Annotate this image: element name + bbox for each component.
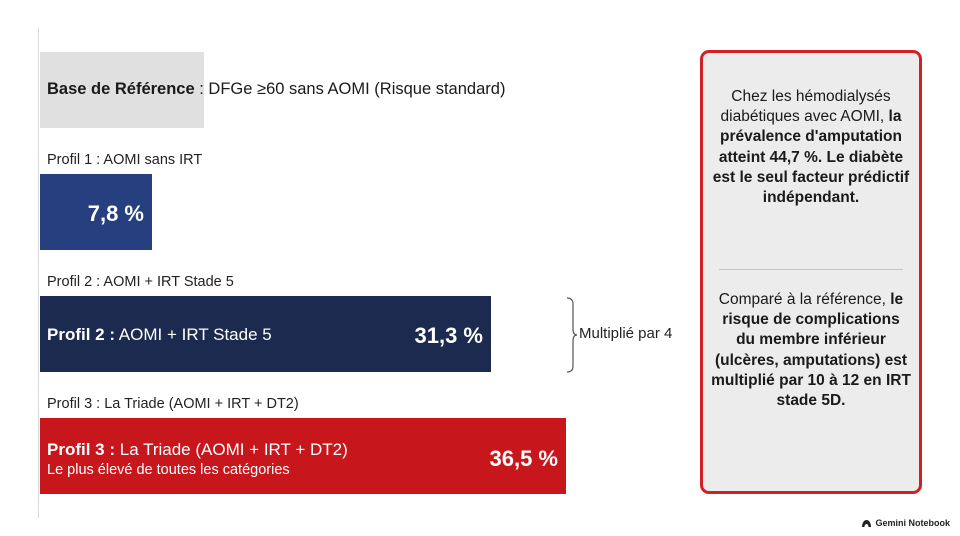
callout-divider [719, 269, 903, 270]
bracket-icon [566, 297, 578, 373]
brand-watermark: Gemini Notebook [861, 518, 950, 528]
callout-block-2: Comparé à la référence, le risque de com… [711, 290, 911, 411]
profile-3-value-label: 36,5 % [489, 446, 559, 471]
baseline-label-bold: Base de Référence [47, 80, 195, 98]
baseline-label: Base de Référence : DFGe ≥60 sans AOMI (… [47, 80, 505, 99]
baseline-label-rest: : DFGe ≥60 sans AOMI (Risque standard) [194, 80, 506, 98]
callout-block-1: Chez les hémodialysés diabétiques avec A… [711, 87, 911, 208]
bracket-annotation: Multiplié par 4 [579, 325, 673, 342]
profile-3-bar-sublabel: Le plus élevé de toutes les catégories [47, 462, 290, 478]
profile-2-bar-label-rest: AOMI + IRT Stade 5 [115, 325, 272, 344]
profile-2-bar-label-bold: Profil 2 : [47, 325, 116, 344]
callout-box: Chez les hémodialysés diabétiques avec A… [700, 50, 922, 494]
baseline-bar [40, 52, 204, 128]
profile-3-bar-label-rest: La Triade (AOMI + IRT + DT2) [115, 440, 348, 459]
callout-2-normal: Comparé à la référence, [718, 291, 891, 308]
profile-2-value-label: 31,3 % [414, 323, 484, 348]
profile-2-row-label: Profil 2 : AOMI + IRT Stade 5 [47, 274, 234, 290]
callout-1-bold: la prévalence d'amputation atteint 44,7 … [712, 108, 910, 207]
axis-line [38, 28, 39, 518]
brand-text: Gemini Notebook [875, 518, 950, 528]
profile-3-row-label: Profil 3 : La Triade (AOMI + IRT + DT2) [47, 396, 299, 412]
profile-1-row-label: Profil 1 : AOMI sans IRT [47, 152, 203, 168]
gemini-notebook-icon [862, 519, 872, 527]
profile-3-bar: Profil 3 : La Triade (AOMI + IRT + DT2) … [40, 418, 566, 494]
profile-2-bar: Profil 2 : AOMI + IRT Stade 5 31,3 % [40, 296, 491, 372]
profile-1-value-label: 7,8 % [87, 201, 144, 226]
chart-area: Base de Référence : DFGe ≥60 sans AOMI (… [38, 28, 673, 518]
profile-3-bar-label-bold: Profil 3 : [47, 440, 116, 459]
callout-2-bold: le risque de complications du membre inf… [711, 291, 911, 410]
profile-3-bar-label: Profil 3 : La Triade (AOMI + IRT + DT2) [47, 440, 348, 460]
profile-2-bar-label: Profil 2 : AOMI + IRT Stade 5 [47, 325, 272, 345]
profile-1-bar: 7,8 % [40, 174, 152, 250]
callout-1-normal: Chez les hémodialysés diabétiques avec A… [720, 88, 891, 126]
